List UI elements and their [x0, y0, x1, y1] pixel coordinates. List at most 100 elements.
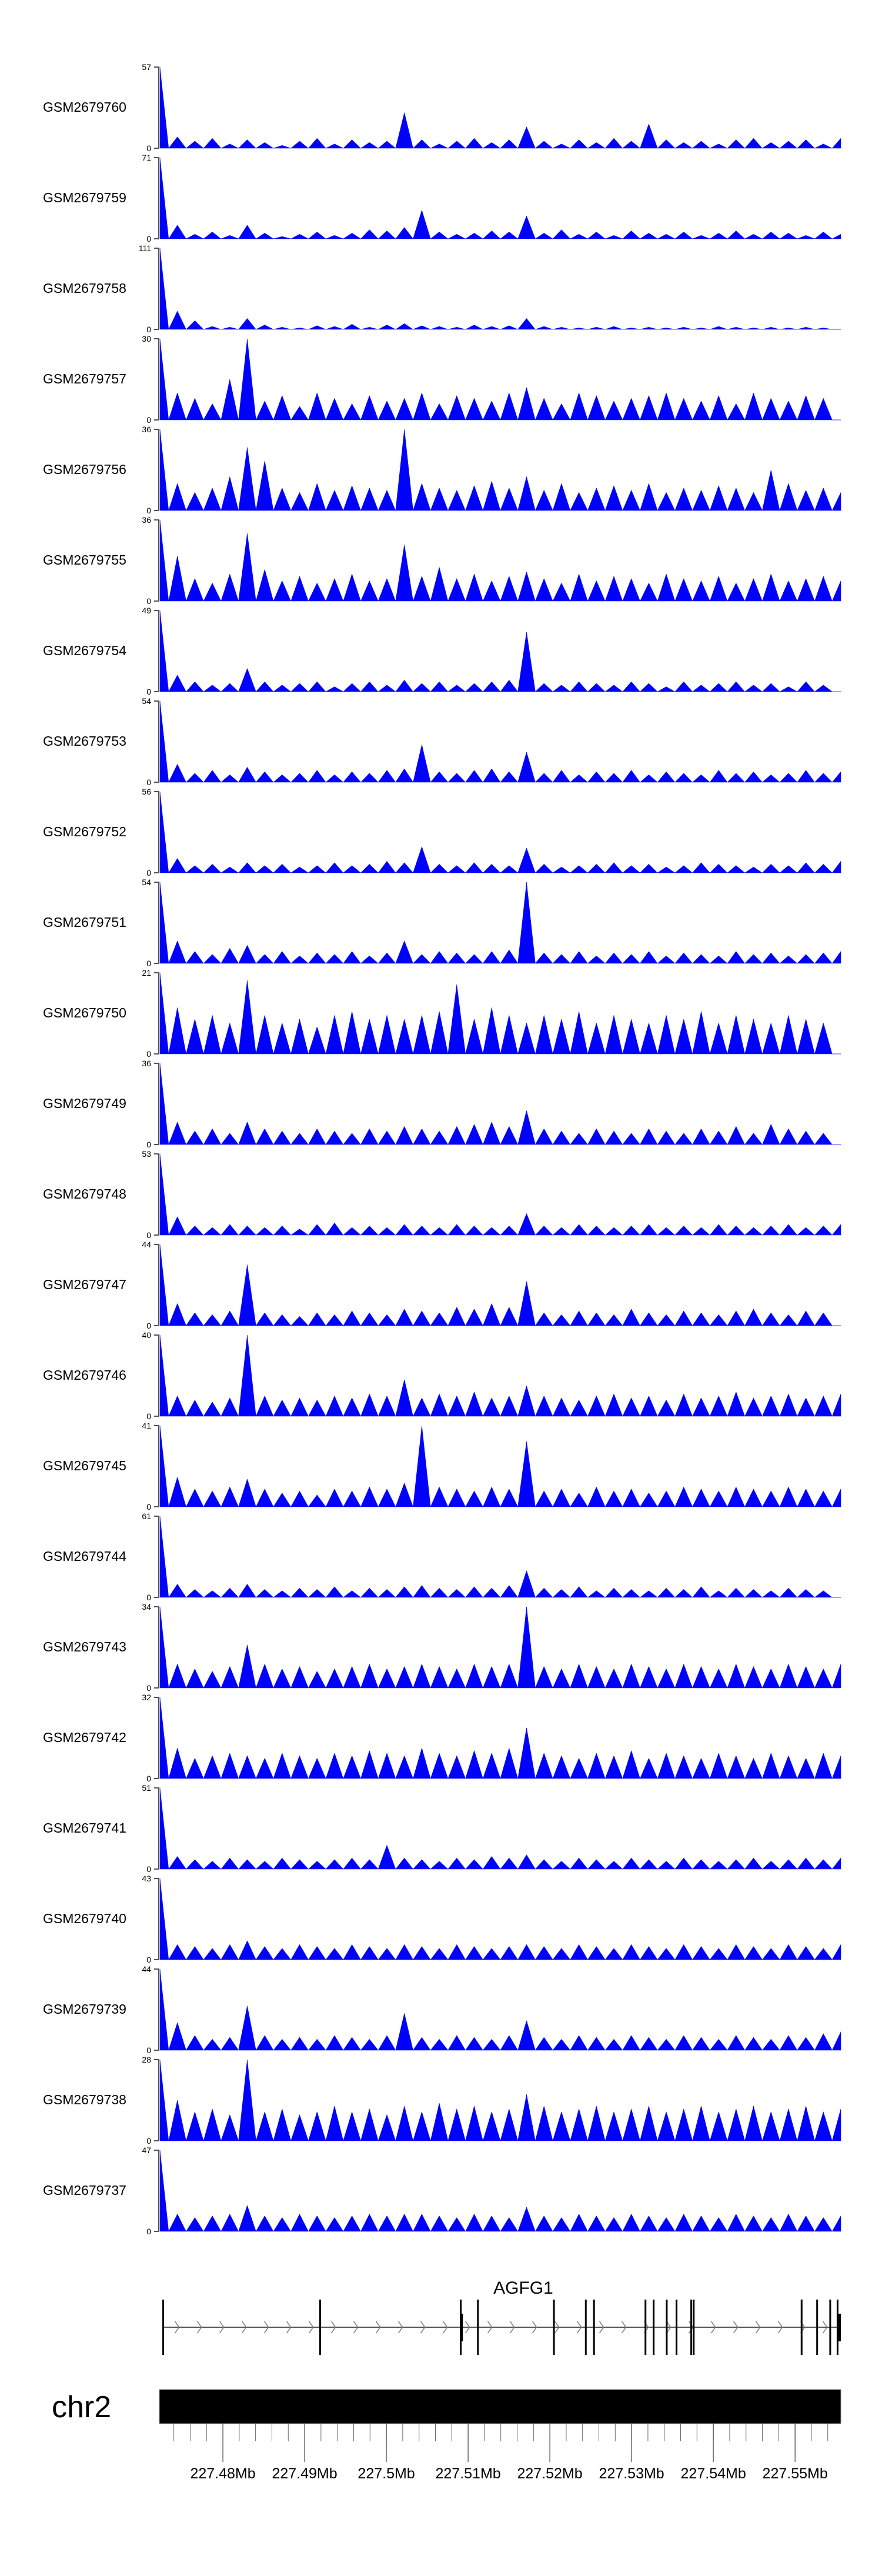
y-max-label: 56: [142, 787, 151, 796]
y-max-label: 36: [142, 1059, 151, 1068]
y-zero-label: 0: [146, 1321, 151, 1330]
coverage-area: [159, 1425, 841, 1507]
coverage-area: [159, 1878, 841, 1960]
y-max-label: 61: [142, 1511, 151, 1521]
y-max-label: 30: [142, 334, 151, 343]
y-zero-label: 0: [146, 2136, 151, 2145]
y-max-label: 43: [142, 1874, 151, 1883]
coverage-track: GSM2679753 54 0: [43, 696, 841, 787]
y-axis: [154, 1787, 159, 1870]
coverage-area: [159, 157, 841, 239]
coverage-area: [159, 791, 841, 873]
strand-arrow-icon: [822, 2321, 828, 2334]
coverage-area: [159, 1697, 841, 1779]
y-zero-label: 0: [146, 234, 151, 243]
y-zero-label: 0: [146, 1502, 151, 1511]
y-axis: [154, 157, 159, 239]
track-label: GSM2679760: [43, 99, 126, 115]
coverage-track: GSM2679751 54 0: [43, 877, 841, 968]
track-label: GSM2679738: [43, 2092, 126, 2107]
y-max-label: 32: [142, 1693, 151, 1702]
x-tick-label: 227.54Mb: [681, 2465, 746, 2482]
y-zero-label: 0: [146, 1864, 151, 1874]
y-zero-label: 0: [146, 325, 151, 334]
y-max-label: 21: [142, 968, 151, 977]
coverage-area: [159, 610, 841, 692]
y-zero-label: 0: [146, 1683, 151, 1693]
y-max-label: 57: [142, 62, 151, 72]
x-tick-label: 227.53Mb: [599, 2465, 664, 2482]
coverage-area: [159, 700, 841, 783]
y-axis: [154, 1606, 159, 1689]
coverage-track: GSM2679741 51 0: [43, 1783, 841, 1874]
track-label: GSM2679754: [43, 643, 126, 658]
y-max-label: 40: [142, 1330, 151, 1340]
strand-arrow-icon: [196, 2321, 202, 2334]
coverage-track: GSM2679756 36 0: [43, 425, 841, 515]
y-max-label: 47: [142, 2145, 151, 2155]
strand-arrow-icon: [286, 2321, 292, 2334]
y-axis: [154, 1153, 159, 1236]
strand-arrow-icon: [174, 2321, 180, 2334]
coverage-area: [159, 1334, 841, 1417]
strand-arrow-icon: [509, 2321, 515, 2334]
y-zero-label: 0: [146, 2046, 151, 2055]
x-tick-label: 227.51Mb: [435, 2465, 500, 2482]
track-label: GSM2679752: [43, 824, 126, 839]
coverage-track: GSM2679744 61 0: [43, 1511, 841, 1602]
y-max-label: 51: [142, 1783, 151, 1793]
y-max-label: 34: [142, 1602, 151, 1611]
track-label: GSM2679746: [43, 1367, 126, 1383]
y-axis: [154, 1334, 159, 1417]
y-axis: [154, 429, 159, 511]
y-axis: [154, 610, 159, 692]
y-axis: [154, 519, 159, 602]
coverage-area: [159, 2150, 841, 2232]
strand-arrow-icon: [442, 2321, 448, 2334]
x-tick-label: 227.49Mb: [272, 2465, 337, 2482]
strand-arrow-icon: [465, 2321, 470, 2334]
strand-arrow-icon: [353, 2321, 359, 2334]
coverage-track: GSM2679754 49 0: [43, 606, 841, 696]
y-max-label: 54: [142, 696, 151, 706]
track-label: GSM2679743: [43, 1639, 126, 1654]
coverage-area: [159, 1153, 841, 1236]
coverage-track: GSM2679747 44 0: [43, 1240, 841, 1330]
y-zero-label: 0: [146, 1230, 151, 1240]
coverage-area: [159, 1606, 841, 1689]
y-axis: [154, 972, 159, 1055]
coverage-track: GSM2679737 47 0: [43, 2145, 841, 2236]
y-max-label: 36: [142, 515, 151, 525]
coding-block: [837, 2314, 841, 2341]
y-max-label: 44: [142, 1964, 151, 1974]
y-axis: [154, 2150, 159, 2232]
track-label: GSM2679737: [43, 2183, 126, 2198]
coverage-area: [159, 338, 841, 421]
y-zero-label: 0: [146, 1774, 151, 1783]
y-max-label: 71: [142, 153, 151, 162]
y-axis: [154, 338, 159, 421]
coverage-track: GSM2679759 71 0: [43, 153, 841, 243]
coverage-area: [159, 519, 841, 602]
strand-arrow-icon: [755, 2321, 761, 2334]
strand-arrow-icon: [420, 2321, 426, 2334]
y-zero-label: 0: [146, 959, 151, 968]
strand-arrow-icon: [532, 2321, 537, 2334]
strand-arrow-icon: [219, 2321, 225, 2334]
y-axis: [154, 882, 159, 964]
y-zero-label: 0: [146, 778, 151, 787]
coverage-track: GSM2679738 28 0: [43, 2055, 841, 2145]
coverage-area: [159, 1968, 841, 2051]
track-label: GSM2679756: [43, 462, 126, 477]
strand-arrow-icon: [375, 2321, 381, 2334]
x-tick-label: 227.5Mb: [358, 2465, 415, 2482]
track-label: GSM2679758: [43, 281, 126, 296]
chromosome-ideogram: chr2 227.48Mb 227.49Mb 227.5Mb 227.51Mb 227.5…: [52, 2389, 841, 2482]
y-max-label: 44: [142, 1240, 151, 1249]
strand-arrow-icon: [621, 2321, 627, 2334]
coverage-track: GSM2679752 56 0: [43, 787, 841, 877]
y-axis: [154, 1425, 159, 1507]
y-zero-label: 0: [146, 2227, 151, 2236]
x-tick-label: 227.55Mb: [763, 2465, 828, 2482]
